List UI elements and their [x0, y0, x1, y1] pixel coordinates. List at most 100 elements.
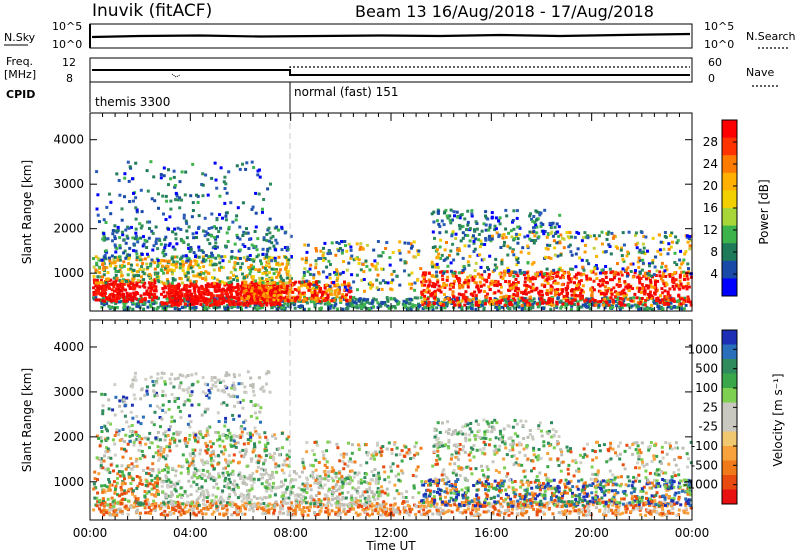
data-cell: [431, 307, 435, 311]
data-cell: [282, 306, 286, 310]
data-cell: [173, 184, 177, 187]
data-cell: [97, 289, 101, 292]
data-cell: [108, 294, 112, 298]
data-cell: [207, 305, 211, 309]
data-cell: [449, 269, 453, 273]
data-cell: [99, 299, 103, 303]
data-cell: [390, 281, 393, 284]
data-cell: [153, 509, 157, 513]
data-cell: [586, 508, 590, 511]
data-cell: [302, 280, 306, 284]
data-cell: [392, 269, 396, 273]
data-cell: [363, 298, 367, 302]
data-cell: [689, 272, 693, 276]
data-cell: [237, 302, 241, 306]
data-cell: [253, 296, 256, 300]
data-cell: [581, 284, 585, 288]
data-cell: [309, 505, 312, 509]
data-cell: [232, 266, 236, 270]
data-cell: [385, 513, 389, 517]
data-cell: [327, 249, 331, 253]
data-cell: [485, 295, 489, 299]
data-cell: [399, 258, 403, 262]
data-cell: [234, 290, 238, 294]
freq-label-1: Freq.: [6, 55, 33, 68]
data-cell: [622, 288, 626, 292]
data-cell: [359, 245, 363, 249]
data-cell: [169, 207, 173, 211]
data-cell: [545, 501, 549, 505]
data-cell: [139, 300, 143, 303]
data-cell: [143, 281, 147, 285]
data-cell: [159, 304, 163, 308]
data-cell: [686, 282, 690, 285]
freq-trace: [92, 69, 690, 76]
data-cell: [432, 210, 436, 214]
data-cell: [566, 281, 570, 285]
data-cell: [567, 245, 571, 249]
data-cell: [94, 298, 98, 302]
data-cell: [124, 228, 128, 232]
data-cell: [264, 285, 268, 289]
data-cell: [482, 257, 486, 261]
data-cell: [679, 302, 683, 306]
data-cell: [304, 259, 308, 263]
data-cell: [216, 235, 219, 239]
data-cell: [548, 272, 552, 276]
data-cell: [153, 261, 157, 265]
data-cell: [126, 160, 130, 164]
data-cell: [425, 505, 428, 509]
data-cell: [444, 208, 448, 212]
data-cell: [268, 301, 272, 305]
data-cell: [518, 233, 522, 237]
data-cell: [135, 256, 139, 260]
data-cell: [94, 288, 98, 292]
data-cell: [504, 235, 508, 239]
data-cell: [171, 230, 175, 234]
data-cell: [337, 513, 341, 517]
data-cell: [100, 301, 104, 305]
data-cell: [562, 512, 566, 516]
data-cell: [288, 279, 292, 283]
data-cell: [627, 289, 631, 292]
data-cell: [456, 215, 460, 219]
data-cell: [589, 277, 592, 281]
data-cell: [461, 501, 465, 505]
data-cell: [591, 270, 595, 274]
data-cell: [128, 253, 131, 257]
power-ylabel: Slant Range [km]: [20, 160, 34, 264]
data-cell: [435, 301, 439, 305]
data-cell: [280, 290, 284, 294]
data-cell: [191, 201, 195, 205]
data-cell: [146, 189, 150, 193]
data-cell: [112, 285, 116, 289]
data-cell: [500, 234, 504, 237]
data-cell: [376, 261, 380, 265]
data-cell: [368, 301, 372, 305]
data-cell: [150, 300, 154, 303]
data-cell: [574, 293, 578, 297]
data-cell: [223, 307, 227, 311]
data-cell: [434, 292, 437, 296]
data-cell: [555, 241, 559, 245]
data-cell: [336, 283, 340, 287]
data-cell: [502, 295, 506, 299]
data-cell: [254, 279, 257, 283]
data-cell: [111, 239, 114, 243]
data-cell: [96, 281, 100, 285]
data-cell: [167, 243, 171, 247]
data-cell: [354, 257, 358, 261]
data-cell: [390, 272, 394, 276]
data-cell: [303, 243, 307, 247]
data-cell: [536, 217, 540, 221]
data-cell: [443, 293, 446, 297]
data-cell: [147, 236, 151, 240]
data-cell: [198, 266, 202, 270]
data-cell: [286, 284, 289, 288]
data-cell: [154, 296, 158, 300]
data-cell: [435, 262, 439, 266]
data-cell: [569, 280, 573, 284]
data-cell: [562, 296, 566, 300]
data-cell: [271, 287, 275, 291]
data-cell: [572, 290, 576, 294]
